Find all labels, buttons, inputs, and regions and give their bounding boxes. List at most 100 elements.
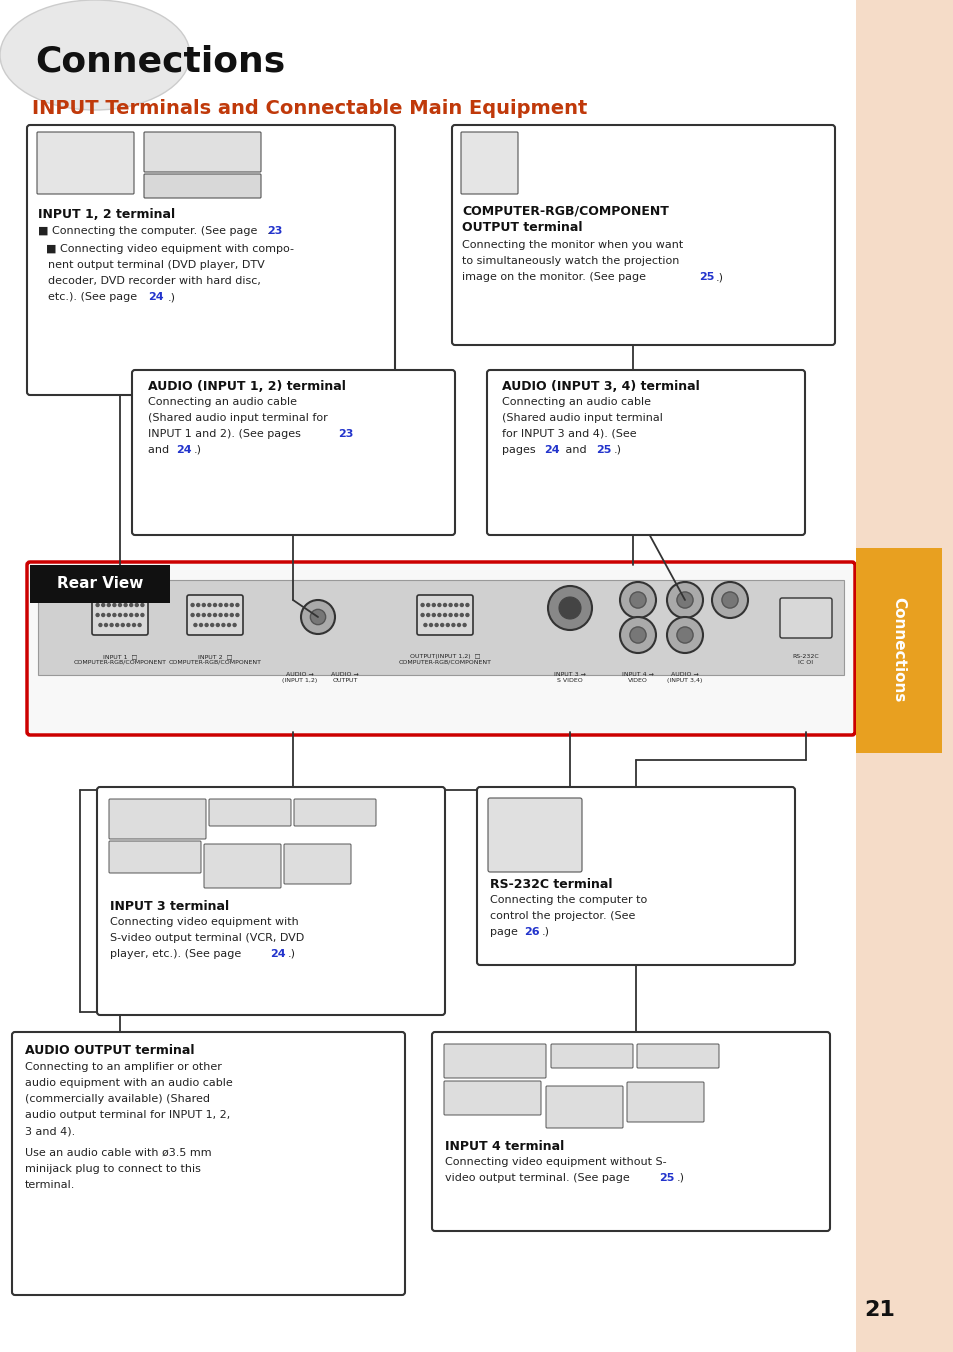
Circle shape [666,617,702,653]
Text: 24: 24 [175,445,192,456]
Text: Connecting video equipment without S-: Connecting video equipment without S- [444,1157,666,1167]
Ellipse shape [0,0,190,110]
Text: decoder, DVD recorder with hard disc,: decoder, DVD recorder with hard disc, [48,276,260,287]
Text: 3 and 4).: 3 and 4). [25,1126,75,1136]
Bar [38,580,843,675]
Text: control the projector. (See: control the projector. (See [490,911,635,921]
Circle shape [193,623,196,626]
Text: INPUT 4 →
VIDEO: INPUT 4 → VIDEO [621,672,653,683]
Text: OUTPUT terminal: OUTPUT terminal [461,220,582,234]
Circle shape [124,603,127,607]
Circle shape [435,623,437,626]
Circle shape [199,623,202,626]
Circle shape [225,603,228,607]
Bar [30,565,170,603]
Circle shape [222,623,225,626]
Circle shape [235,603,238,607]
Text: Connecting an audio cable: Connecting an audio cable [148,397,296,407]
FancyBboxPatch shape [443,1082,540,1115]
Text: Connections: Connections [35,45,285,78]
FancyBboxPatch shape [545,1086,622,1128]
Text: ■ Connecting video equipment with compo-: ■ Connecting video equipment with compo- [46,243,294,254]
Text: .): .) [677,1174,684,1183]
FancyBboxPatch shape [452,124,834,345]
Circle shape [677,592,693,608]
FancyBboxPatch shape [144,174,261,197]
FancyBboxPatch shape [476,787,794,965]
Text: 25: 25 [659,1174,674,1183]
Text: Connecting the computer to: Connecting the computer to [490,895,646,904]
Text: INPUT 1  □
COMPUTER-RGB/COMPONENT: INPUT 1 □ COMPUTER-RGB/COMPONENT [73,654,167,665]
Circle shape [102,614,105,617]
Circle shape [449,603,452,607]
FancyBboxPatch shape [132,370,455,535]
Text: .): .) [716,272,723,283]
Circle shape [629,592,645,608]
FancyBboxPatch shape [109,799,206,840]
FancyBboxPatch shape [97,787,444,1015]
Circle shape [202,614,205,617]
Circle shape [429,623,432,626]
Circle shape [440,623,443,626]
Text: etc.). (See page: etc.). (See page [48,292,140,301]
Text: INPUT 1 and 2). (See pages: INPUT 1 and 2). (See pages [148,429,304,439]
Text: nent output terminal (DVD player, DTV: nent output terminal (DVD player, DTV [48,260,265,270]
Text: audio equipment with an audio cable: audio equipment with an audio cable [25,1078,233,1088]
Text: OUTPUT(INPUT 1,2)  □
COMPUTER-RGB/COMPONENT: OUTPUT(INPUT 1,2) □ COMPUTER-RGB/COMPONE… [398,654,491,665]
Text: .): .) [288,949,295,959]
FancyBboxPatch shape [432,1032,829,1232]
Circle shape [135,603,138,607]
Circle shape [230,603,233,607]
Text: pages: pages [501,445,538,456]
Text: S-video output terminal (VCR, DVD: S-video output terminal (VCR, DVD [110,933,304,942]
Text: 23: 23 [337,429,353,439]
Circle shape [191,614,193,617]
Circle shape [196,603,199,607]
Text: .): .) [541,927,550,937]
FancyBboxPatch shape [12,1032,405,1295]
FancyBboxPatch shape [855,548,941,753]
Text: Connecting to an amplifier or other: Connecting to an amplifier or other [25,1063,222,1072]
Circle shape [107,603,111,607]
FancyBboxPatch shape [780,598,831,638]
Circle shape [205,623,208,626]
Text: (Shared audio input terminal for: (Shared audio input terminal for [148,412,328,423]
Circle shape [426,603,429,607]
Circle shape [230,614,233,617]
FancyBboxPatch shape [187,595,243,635]
Circle shape [619,581,656,618]
Circle shape [121,623,124,626]
Circle shape [233,623,235,626]
Circle shape [629,627,645,644]
Circle shape [132,623,135,626]
Circle shape [310,610,325,625]
Text: to simultaneously watch the projection: to simultaneously watch the projection [461,256,679,266]
Circle shape [301,600,335,634]
FancyBboxPatch shape [637,1044,719,1068]
Text: 24: 24 [543,445,559,456]
Circle shape [426,614,429,617]
Circle shape [235,614,238,617]
Circle shape [437,603,440,607]
Circle shape [446,623,449,626]
Text: (commercially available) (Shared: (commercially available) (Shared [25,1094,210,1105]
Circle shape [437,614,440,617]
Circle shape [115,623,118,626]
Circle shape [677,627,693,644]
Bar [855,0,953,1352]
FancyBboxPatch shape [209,799,291,826]
Text: .): .) [614,445,621,456]
Text: .): .) [168,292,175,301]
Circle shape [211,623,213,626]
Circle shape [457,623,460,626]
Text: 26: 26 [523,927,539,937]
Circle shape [130,614,132,617]
Circle shape [96,614,99,617]
FancyBboxPatch shape [27,562,854,735]
Circle shape [432,614,435,617]
Text: 24: 24 [270,949,285,959]
Text: video output terminal. (See page: video output terminal. (See page [444,1174,633,1183]
Circle shape [619,617,656,653]
Text: and: and [561,445,590,456]
Circle shape [202,603,205,607]
